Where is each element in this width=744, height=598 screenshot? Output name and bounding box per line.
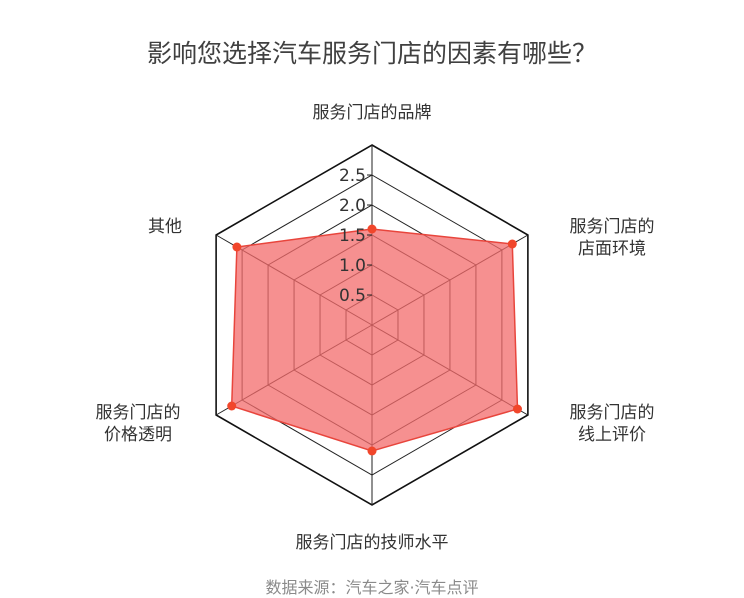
- data-point-4: [227, 401, 237, 411]
- axis-label-4-line-1: 价格透明: [104, 425, 172, 445]
- axis-label-0-line-0: 服务门店的品牌: [313, 103, 432, 123]
- axis-label-4-line-0: 服务门店的: [96, 403, 181, 423]
- data-point-1: [507, 239, 517, 249]
- axis-label-2-line-1: 线上评价: [578, 425, 646, 445]
- tick-label-4: 2.5: [339, 166, 366, 186]
- axis-label-1-line-1: 店面环境: [578, 239, 646, 259]
- data-point-2: [512, 404, 522, 414]
- axis-label-5-line-0: 其他: [148, 217, 182, 237]
- series-area: [230, 228, 519, 452]
- tick-label-0: 0.5: [339, 286, 366, 306]
- radar-tick-labels: 0.5 1.0 1.5 2.0 2.5: [339, 166, 372, 306]
- tick-label-2: 1.5: [339, 226, 366, 246]
- chart-title: 影响您选择汽车服务门店的因素有哪些？: [146, 39, 597, 68]
- axis-label-1-line-0: 服务门店的: [570, 217, 655, 237]
- data-source: 数据来源：汽车之家·汽车点评: [265, 578, 479, 597]
- data-point-3: [367, 446, 377, 456]
- radar-series: [227, 224, 522, 456]
- tick-label-1: 1.0: [339, 256, 366, 276]
- data-point-0: [367, 224, 377, 234]
- axis-label-2-line-0: 服务门店的: [570, 403, 655, 423]
- radar-axis-labels: 服务门店的品牌服务门店的店面环境服务门店的线上评价服务门店的技师水平服务门店的价…: [96, 103, 655, 553]
- tick-label-3: 2.0: [339, 196, 366, 216]
- data-point-5: [232, 242, 242, 252]
- axis-label-3-line-0: 服务门店的技师水平: [296, 533, 449, 553]
